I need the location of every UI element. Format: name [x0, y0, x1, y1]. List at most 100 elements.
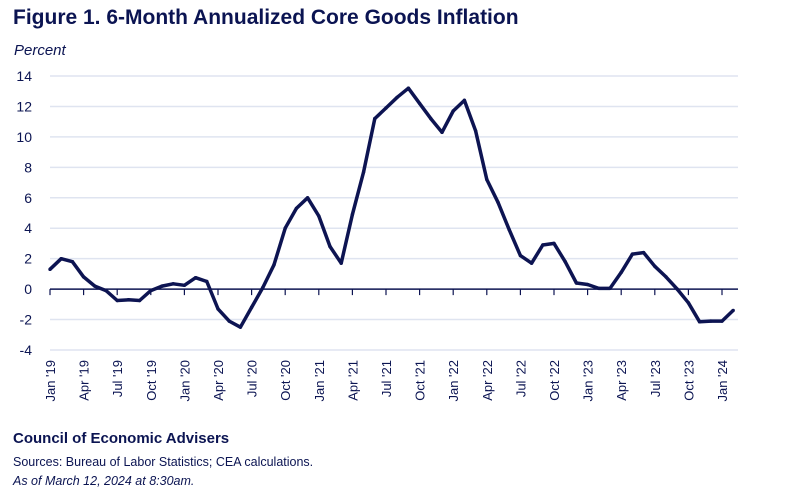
x-tick-label: Apr '23 [614, 360, 629, 401]
data-point [630, 252, 635, 256]
data-point [597, 286, 601, 291]
x-tick-label: Jul '22 [513, 360, 528, 397]
data-point [485, 177, 489, 182]
data-point [361, 170, 366, 174]
y-tick-label: 2 [24, 251, 32, 267]
data-point [261, 285, 265, 290]
x-tick-label: Jan '19 [43, 360, 58, 402]
data-point [70, 260, 75, 264]
data-point [507, 228, 511, 232]
x-tick-label: Oct '19 [144, 360, 159, 401]
data-point [81, 275, 86, 279]
data-point [48, 267, 52, 272]
data-point [697, 320, 702, 324]
x-tick-label: Oct '22 [547, 360, 562, 401]
data-point [675, 287, 679, 291]
data-point [574, 281, 579, 285]
data-point [317, 214, 321, 218]
data-point [720, 319, 724, 323]
data-point [473, 129, 478, 133]
x-tick-label: Jan '23 [581, 360, 596, 402]
data-point [451, 109, 455, 113]
data-point [283, 226, 287, 230]
y-tick-label: 14 [16, 68, 32, 84]
data-point [305, 196, 310, 200]
data-point [619, 270, 623, 275]
data-point [137, 298, 142, 303]
data-point [294, 206, 299, 211]
y-tick-label: -4 [20, 342, 33, 358]
x-tick-label: Jul '23 [648, 360, 663, 397]
data-point [149, 288, 153, 293]
data-point [608, 286, 612, 291]
data-point [115, 298, 119, 303]
sources-note: Sources: Bureau of Labor Statistics; CEA… [13, 455, 314, 469]
data-point [328, 244, 332, 249]
data-point [171, 282, 175, 286]
y-axis-label: Percent [14, 42, 66, 59]
x-tick-label: Jul '21 [379, 360, 394, 397]
data-point [238, 325, 243, 329]
organization: Council of Economic Advisers [13, 430, 230, 447]
data-point [205, 279, 209, 284]
data-point [104, 288, 108, 293]
x-tick-label: Jul '19 [110, 360, 125, 397]
y-tick-label: 0 [24, 281, 32, 297]
data-point [440, 130, 444, 135]
x-tick-label: Jan '22 [446, 360, 461, 402]
data-point [429, 116, 433, 121]
data-point [160, 284, 164, 288]
data-point [395, 95, 399, 100]
data-point [249, 305, 254, 310]
x-tick-label: Oct '23 [681, 360, 696, 401]
x-tick-label: Apr '21 [345, 360, 360, 401]
y-tick-label: 12 [16, 98, 32, 114]
data-point [384, 106, 388, 110]
data-point [406, 86, 411, 90]
data-point [93, 284, 97, 288]
y-tick-label: 10 [16, 129, 32, 145]
data-point [126, 298, 131, 302]
data-point [339, 261, 343, 265]
x-tick-label: Apr '19 [77, 360, 92, 401]
x-tick-label: Jan '24 [715, 360, 730, 402]
data-point [585, 282, 590, 287]
data-point [462, 98, 467, 103]
data-point [563, 260, 567, 264]
data-point [529, 261, 534, 265]
data-point [350, 212, 355, 217]
data-point [496, 200, 500, 205]
line-chart: 14 12 10 8 6 4 2 0 -2 -4 Jan '19 Apr '19 Jul '19 Oct … [16, 68, 738, 402]
data-point [59, 256, 63, 261]
data-point [641, 250, 646, 255]
data-point [686, 301, 691, 305]
x-tick-label: Oct '21 [413, 360, 428, 401]
data-point [552, 241, 556, 246]
series-line [48, 86, 735, 329]
data-point [731, 308, 735, 313]
data-point [272, 263, 276, 267]
x-tick-label: Apr '20 [211, 360, 226, 401]
data-point [709, 319, 713, 323]
x-tick-label: Jul '20 [245, 360, 260, 397]
x-tick-label: Jan '21 [312, 360, 327, 402]
data-point [541, 243, 545, 247]
y-tick-label: 6 [24, 190, 32, 206]
data-point [417, 101, 422, 106]
x-tick-label: Oct '20 [278, 360, 293, 401]
y-tick-label: -2 [20, 312, 33, 328]
data-point [193, 275, 198, 280]
y-tick-label: 8 [24, 159, 32, 175]
x-tick-label: Jan '20 [177, 360, 192, 402]
x-tick-label: Apr '22 [480, 360, 495, 401]
data-point [373, 116, 377, 121]
data-point [653, 264, 657, 268]
data-point [182, 283, 187, 288]
data-point [664, 275, 668, 279]
data-point [518, 253, 523, 258]
as-of-note: As of March 12, 2024 at 8:30am. [13, 474, 195, 488]
chart-title: Figure 1. 6-Month Annualized Core Goods … [13, 6, 519, 29]
data-point [216, 307, 220, 311]
data-point [227, 319, 231, 323]
y-tick-label: 4 [24, 220, 32, 236]
